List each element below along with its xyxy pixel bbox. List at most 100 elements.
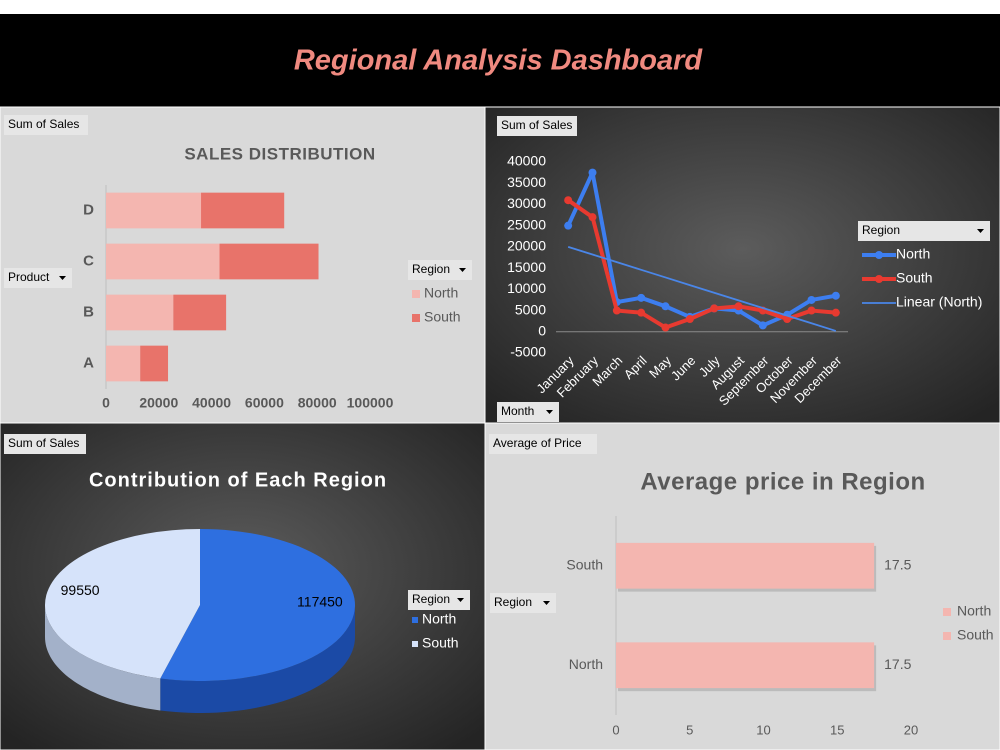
y-tick-label: D [83, 201, 94, 218]
point [807, 295, 816, 304]
point [637, 308, 646, 317]
legend-field-button-label: Region [412, 262, 450, 276]
y-tick-label: -5000 [510, 344, 546, 360]
bar [106, 192, 202, 229]
header [0, 14, 1000, 107]
legend-label: South [896, 270, 933, 286]
x-tick-label: 40000 [192, 395, 231, 411]
legend-swatch [412, 641, 418, 647]
bar [616, 642, 875, 689]
panel-background [484, 106, 1000, 424]
chart-panel: SALES DISTRIBUTION Sum of Sales Product 0 20… [0, 106, 486, 424]
point [807, 306, 816, 315]
data-label: 17.5 [884, 656, 911, 672]
legend-swatch [943, 608, 951, 616]
y-tick-label: 0 [538, 322, 546, 338]
legend-marker [875, 275, 883, 283]
legend-field-button[interactable] [858, 221, 990, 241]
bar [106, 294, 174, 331]
legend-field-button-label: Region [412, 592, 450, 606]
y-tick-label: A [83, 354, 94, 371]
row-field-button-label: Region [494, 595, 532, 609]
row-field-button-label: Product [8, 270, 50, 284]
legend-label: North [422, 611, 456, 627]
dropdown-arrow [457, 598, 464, 602]
y-tick-label: 10000 [507, 280, 546, 296]
dropdown-arrow [459, 268, 466, 272]
value-field-button-label: Sum of Sales [501, 118, 572, 132]
y-tick-label: 30000 [507, 195, 546, 211]
chart-title: Contribution of Each Region [89, 469, 387, 491]
bar [106, 345, 141, 382]
point [588, 168, 597, 177]
legend-marker [875, 251, 883, 259]
pie-slice [44, 529, 201, 679]
value-field-button[interactable] [4, 434, 86, 454]
y-tick-label: 35000 [507, 174, 546, 190]
y-tick-label: 5000 [515, 301, 546, 317]
point [734, 302, 743, 311]
pie-slice [160, 529, 355, 681]
bar [219, 243, 319, 280]
x-tick-label: 20000 [139, 395, 178, 411]
point [612, 306, 621, 315]
legend-field-button[interactable] [408, 590, 470, 610]
dashboard-title: Regional Analysis Dashboard [294, 45, 704, 77]
pie-side [160, 605, 355, 713]
legend-swatch [412, 617, 418, 623]
row-field-button[interactable] [497, 402, 559, 422]
legend-swatch [412, 290, 420, 298]
top-strip [0, 0, 1000, 14]
legend-swatch [943, 632, 951, 640]
y-tick-label: 20000 [507, 238, 546, 254]
dropdown-arrow [543, 601, 550, 605]
chart-title: Average price in Region [640, 468, 925, 495]
x-tick-label: 10 [756, 722, 770, 737]
chart-panel: Contribution of Each Region Sum of Sales 1… [0, 422, 486, 750]
legend-field-button[interactable] [408, 260, 472, 280]
x-tick-label: 15 [830, 722, 844, 737]
dropdown-arrow [977, 229, 984, 233]
row-field-button[interactable] [4, 268, 72, 288]
x-tick-label: 100000 [347, 395, 394, 411]
legend-field-button-label: Region [862, 223, 900, 237]
bar [140, 345, 169, 382]
row-field-button-label: Month [501, 404, 534, 418]
x-tick-label: 20 [904, 722, 918, 737]
x-tick-label: 60000 [245, 395, 284, 411]
value-field-button[interactable] [497, 116, 577, 136]
trendline [567, 246, 837, 332]
y-tick-label: 15000 [507, 259, 546, 275]
legend-label: North [424, 285, 458, 301]
value-field-button[interactable] [4, 115, 88, 135]
x-tick-label: 80000 [298, 395, 337, 411]
y-tick-label: North [569, 656, 603, 672]
value-field-button-label: Average of Price [493, 436, 582, 450]
bar [173, 294, 227, 331]
pie-side [45, 605, 161, 711]
point [831, 308, 840, 317]
value-field-button-label: Sum of Sales [8, 436, 79, 450]
bar [616, 542, 875, 589]
point [564, 221, 573, 230]
point [831, 291, 840, 300]
x-tick-label: 5 [686, 722, 693, 737]
value-field-button[interactable] [489, 434, 597, 454]
legend-label: South [424, 309, 461, 325]
legend-label: North [896, 246, 930, 262]
y-tick-label: 40000 [507, 153, 546, 169]
chart-panel: Sum of Sales Month -5000 0 5000 10000 15000 200… [484, 106, 1000, 424]
legend-label: North [957, 603, 991, 619]
dropdown-arrow [546, 410, 553, 414]
chart-title: SALES DISTRIBUTION [184, 144, 375, 163]
data-label: 17.5 [884, 556, 911, 572]
point [564, 196, 573, 205]
legend-label: South [422, 635, 459, 651]
row-field-button[interactable] [490, 593, 556, 613]
y-tick-label: 25000 [507, 216, 546, 232]
point [710, 304, 719, 313]
legend-swatch [412, 314, 420, 322]
data-label: 117450 [297, 594, 343, 610]
